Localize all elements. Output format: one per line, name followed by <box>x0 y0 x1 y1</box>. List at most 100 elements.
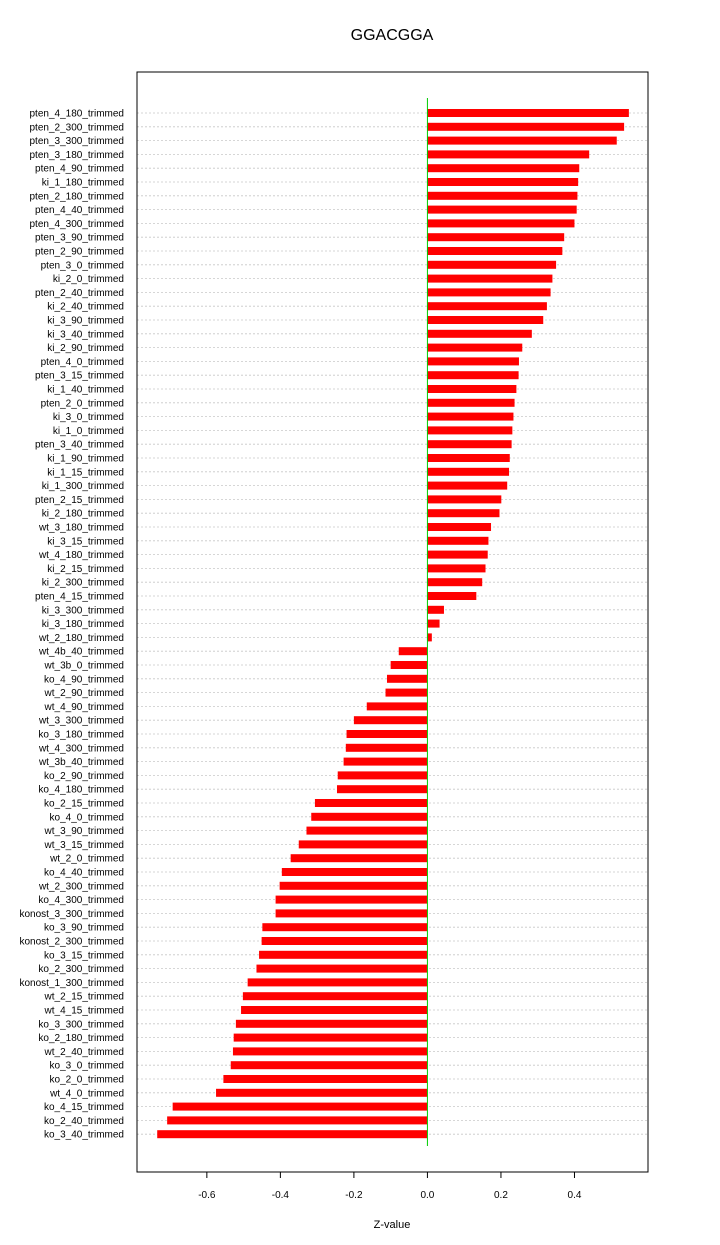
category-label: wt_4_180_trimmed <box>38 550 124 561</box>
category-label: ko_2_15_trimmed <box>44 799 124 810</box>
bar-ko_2_300_trimmed <box>256 964 428 973</box>
bar-pten_2_300_trimmed <box>427 122 625 131</box>
category-label: wt_3_90_trimmed <box>44 826 124 837</box>
bar-ki_1_90_trimmed <box>427 454 510 462</box>
bar-pten_2_15_trimmed <box>427 495 502 504</box>
category-label: pten_4_0_trimmed <box>41 357 124 368</box>
bar-ko_2_90_trimmed <box>337 771 428 780</box>
bar-ki_3_15_trimmed <box>427 536 489 545</box>
bar-pten_3_300_trimmed <box>427 136 617 145</box>
category-label: wt_4_0_trimmed <box>49 1088 124 1099</box>
bar-ko_2_180_trimmed <box>233 1033 428 1042</box>
category-label: ki_1_40_trimmed <box>47 385 124 396</box>
bar-ki_2_180_trimmed <box>427 509 500 518</box>
bar-ki_3_90_trimmed <box>427 316 544 324</box>
bars <box>157 109 629 1139</box>
bar-ki_3_300_trimmed <box>427 605 444 614</box>
bar-ki_3_180_trimmed <box>427 619 440 628</box>
bar-ki_2_300_trimmed <box>427 578 483 587</box>
category-label: ki_3_15_trimmed <box>47 536 124 547</box>
category-label: ki_3_180_trimmed <box>42 619 124 630</box>
bar-pten_4_15_trimmed <box>427 592 477 600</box>
bar-wt_2_180_trimmed <box>427 633 432 642</box>
category-label: pten_4_300_trimmed <box>29 219 124 230</box>
bar-wt_4_180_trimmed <box>427 550 488 559</box>
bar-wt_3_300_trimmed <box>353 716 428 725</box>
category-label: pten_3_90_trimmed <box>35 233 124 244</box>
category-label: wt_4_90_trimmed <box>44 702 124 713</box>
category-label: wt_4b_40_trimmed <box>38 647 124 658</box>
category-label: pten_3_0_trimmed <box>41 260 124 271</box>
bar-pten_3_40_trimmed <box>427 440 512 449</box>
category-label: wt_3b_0_trimmed <box>44 661 124 672</box>
category-label: ki_3_300_trimmed <box>42 605 124 616</box>
bar-pten_4_0_trimmed <box>427 357 519 366</box>
category-label: wt_2_300_trimmed <box>38 881 124 892</box>
bar-ko_3_15_trimmed <box>259 950 428 959</box>
bar-pten_4_300_trimmed <box>427 219 575 228</box>
category-label: ko_4_40_trimmed <box>44 868 124 879</box>
category-label: pten_3_180_trimmed <box>29 150 124 161</box>
x-tick-label: 0.2 <box>494 1190 508 1201</box>
category-label: ki_1_0_trimmed <box>53 426 124 437</box>
category-label: ki_1_180_trimmed <box>42 178 124 189</box>
category-label: konost_2_300_trimmed <box>19 937 124 948</box>
bar-pten_3_0_trimmed <box>427 260 557 269</box>
category-label: wt_3_15_trimmed <box>44 840 124 851</box>
bar-ko_2_15_trimmed <box>314 799 428 807</box>
bar-wt_4b_40_trimmed <box>398 647 428 656</box>
bar-ko_3_0_trimmed <box>230 1061 428 1070</box>
bar-wt_2_0_trimmed <box>290 854 428 863</box>
category-label: ki_2_300_trimmed <box>42 578 124 589</box>
category-label: ki_2_40_trimmed <box>47 302 124 313</box>
category-label: wt_2_90_trimmed <box>44 688 124 699</box>
category-label: pten_2_90_trimmed <box>35 247 124 258</box>
bar-wt_3_15_trimmed <box>298 840 428 849</box>
x-axis: -0.6 -0.4 -0.2 0.0 0.2 0.4 <box>198 1171 582 1201</box>
category-label: pten_3_300_trimmed <box>29 136 124 147</box>
bar-pten_3_15_trimmed <box>427 371 519 380</box>
bar-ki_1_180_trimmed <box>427 178 579 186</box>
bar-ko_2_40_trimmed <box>167 1116 428 1125</box>
bar-ko_3_180_trimmed <box>346 730 428 738</box>
category-label: ko_3_180_trimmed <box>38 730 124 741</box>
x-tick-label: 0.4 <box>568 1190 582 1201</box>
category-label: ki_3_40_trimmed <box>47 329 124 340</box>
category-label: ki_1_300_trimmed <box>42 481 124 492</box>
bar-wt_3_90_trimmed <box>306 826 428 835</box>
category-label: ki_2_180_trimmed <box>42 509 124 520</box>
x-tick-label: 0.0 <box>420 1190 434 1201</box>
category-label: ko_3_40_trimmed <box>44 1130 124 1141</box>
bar-ko_4_40_trimmed <box>281 868 428 876</box>
category-label: pten_3_40_trimmed <box>35 440 124 451</box>
category-label: konost_3_300_trimmed <box>19 909 124 920</box>
category-label: konost_1_300_trimmed <box>19 978 124 989</box>
category-label: ko_4_0_trimmed <box>50 812 124 823</box>
bar-ko_3_40_trimmed <box>157 1130 428 1139</box>
category-label: pten_2_15_trimmed <box>35 495 124 506</box>
chart-title: GGACGGA <box>351 27 434 44</box>
bar-wt_4_300_trimmed <box>345 743 428 752</box>
bar-ki_2_15_trimmed <box>427 564 486 573</box>
bar-konost_1_300_trimmed <box>247 978 428 987</box>
bar-wt_2_40_trimmed <box>232 1047 428 1056</box>
x-tick-label: -0.2 <box>345 1190 363 1201</box>
x-axis-label: Z-value <box>374 1219 411 1231</box>
category-label: pten_4_90_trimmed <box>35 164 124 175</box>
bar-ko_4_90_trimmed <box>386 674 428 683</box>
category-label: pten_4_40_trimmed <box>35 205 124 216</box>
x-tick-label: -0.4 <box>272 1190 290 1201</box>
bar-wt_2_300_trimmed <box>279 881 428 890</box>
bar-konost_3_300_trimmed <box>275 909 428 918</box>
category-label: ko_2_180_trimmed <box>38 1033 124 1044</box>
x-tick-label: -0.6 <box>198 1190 216 1201</box>
category-label: wt_2_180_trimmed <box>38 633 124 644</box>
category-label: ki_3_90_trimmed <box>47 316 124 327</box>
bar-wt_4_15_trimmed <box>241 1006 428 1014</box>
bar-ki_2_0_trimmed <box>427 274 553 283</box>
bar-pten_2_180_trimmed <box>427 191 578 200</box>
category-label: wt_4_15_trimmed <box>44 1006 124 1017</box>
category-label: ko_4_180_trimmed <box>38 785 124 796</box>
bar-ko_2_0_trimmed <box>223 1075 428 1083</box>
